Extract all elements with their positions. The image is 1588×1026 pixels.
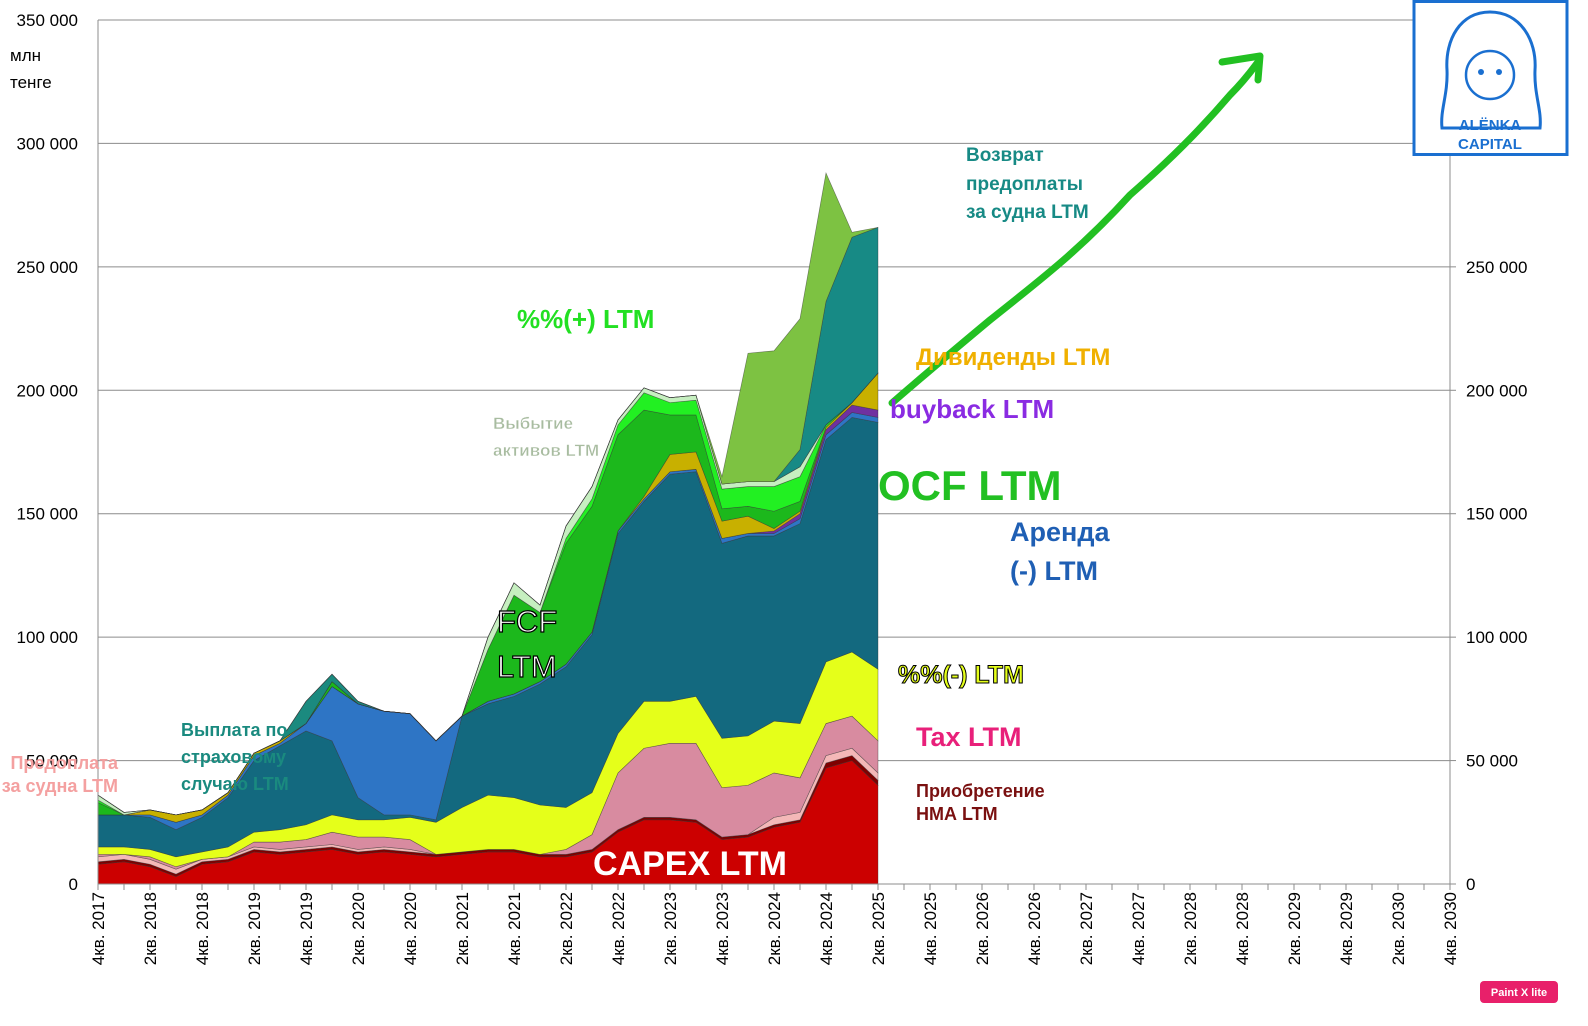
x-tick-label: 2кв. 2020 [349, 892, 368, 965]
y2-tick-label: 200 000 [1466, 381, 1527, 400]
y2-tick-label: 100 000 [1466, 628, 1527, 647]
areas [97, 172, 879, 885]
trend-arrow [888, 58, 1262, 407]
y2-tick-label: 250 000 [1466, 258, 1527, 277]
y2-tick-label: 0 [1466, 875, 1475, 894]
x-tick-label: 4кв. 2018 [193, 892, 212, 965]
logo-doll [1440, 10, 1542, 130]
logo-face [1464, 49, 1516, 101]
x-tick-label: 2кв. 2022 [557, 892, 576, 965]
x-tick-label: 4кв. 2019 [297, 892, 316, 965]
y-tick-label: 350 000 [17, 11, 78, 30]
x-tick-label: 4кв. 2020 [401, 892, 420, 965]
x-tick-label: 4кв. 2023 [713, 892, 732, 965]
x-tick-label: 4кв. 2017 [89, 892, 108, 965]
series-label: Tax LTM [916, 722, 1022, 752]
x-tick-label: 4кв. 2024 [817, 892, 836, 965]
y-tick-label: 50 000 [26, 752, 78, 771]
x-tick-label: 4кв. 2029 [1337, 892, 1356, 965]
series-label: CAPEX LTM [593, 845, 787, 883]
x-tick-label: 2кв. 2023 [661, 892, 680, 965]
x-tick-label: 2кв. 2029 [1285, 892, 1304, 965]
y-tick-label: 100 000 [17, 628, 78, 647]
series-label: Предоплата за судна LTM [1, 753, 118, 796]
x-tick-label: 2кв. 2025 [869, 892, 888, 965]
annotation: FCF LTM [496, 603, 558, 684]
logo-text: ALËNKA [1459, 117, 1522, 134]
x-tick-label: 4кв. 2021 [505, 892, 524, 965]
x-tick-label: 4кв. 2030 [1441, 892, 1460, 965]
x-tick-label: 2кв. 2030 [1389, 892, 1408, 965]
badge [1480, 981, 1558, 1003]
area [97, 172, 879, 816]
x-tick-label: 4кв. 2028 [1233, 892, 1252, 965]
series-label: Дивиденды LTM [916, 344, 1111, 371]
series-label: %%(+) LTM [517, 304, 655, 334]
series-label: Выбытие активов LTM [493, 414, 600, 461]
series-label: Аренда (-) LTM [1010, 517, 1110, 587]
x-tick-label: 4кв. 2026 [1025, 892, 1044, 965]
series-label: Выплата по страховому случаю LTM [181, 720, 289, 794]
arrow-head [1218, 52, 1264, 84]
y2-tick-label: 150 000 [1466, 505, 1527, 524]
x-tick-label: 2кв. 2021 [453, 892, 472, 965]
y-tick-label: 300 000 [17, 134, 78, 153]
y-tick-label: 150 000 [17, 505, 78, 524]
x-tick-label: 2кв. 2028 [1181, 892, 1200, 965]
x-tick-label: 2кв. 2018 [141, 892, 160, 965]
x-tick-label: 2кв. 2027 [1077, 892, 1096, 965]
y-tick-label: 250 000 [17, 258, 78, 277]
series-label: %%(-) LTM [898, 660, 1025, 689]
series-label: Приобретение НМА LTM [916, 781, 1045, 824]
y-tick-label: 0 [69, 875, 78, 894]
y-axis-label: млн тенге [10, 46, 52, 93]
logo-eye [1478, 69, 1484, 75]
x-tick-label: 2кв. 2019 [245, 892, 264, 965]
series-label: OCF LTM [878, 462, 1062, 509]
badge-text: Paint X lite [1491, 987, 1547, 999]
logo-eye [1496, 69, 1502, 75]
y-tick-label: 200 000 [17, 381, 78, 400]
series-label: buyback LTM [890, 394, 1055, 424]
x-tick-label: 2кв. 2024 [765, 892, 784, 965]
logo-text: CAPITAL [1458, 136, 1522, 153]
y2-tick-label: 50 000 [1466, 752, 1518, 771]
series-label: Возврат предоплаты за судна LTM [966, 145, 1089, 223]
axes: 0 50 000 100 000 150 000 200 000 250 000 300 0… [17, 11, 1528, 965]
x-tick-label: 4кв. 2027 [1129, 892, 1148, 965]
x-tick-label: 2кв. 2026 [973, 892, 992, 965]
x-tick-label: 4кв. 2025 [921, 892, 940, 965]
x-tick-label: 4кв. 2022 [609, 892, 628, 965]
